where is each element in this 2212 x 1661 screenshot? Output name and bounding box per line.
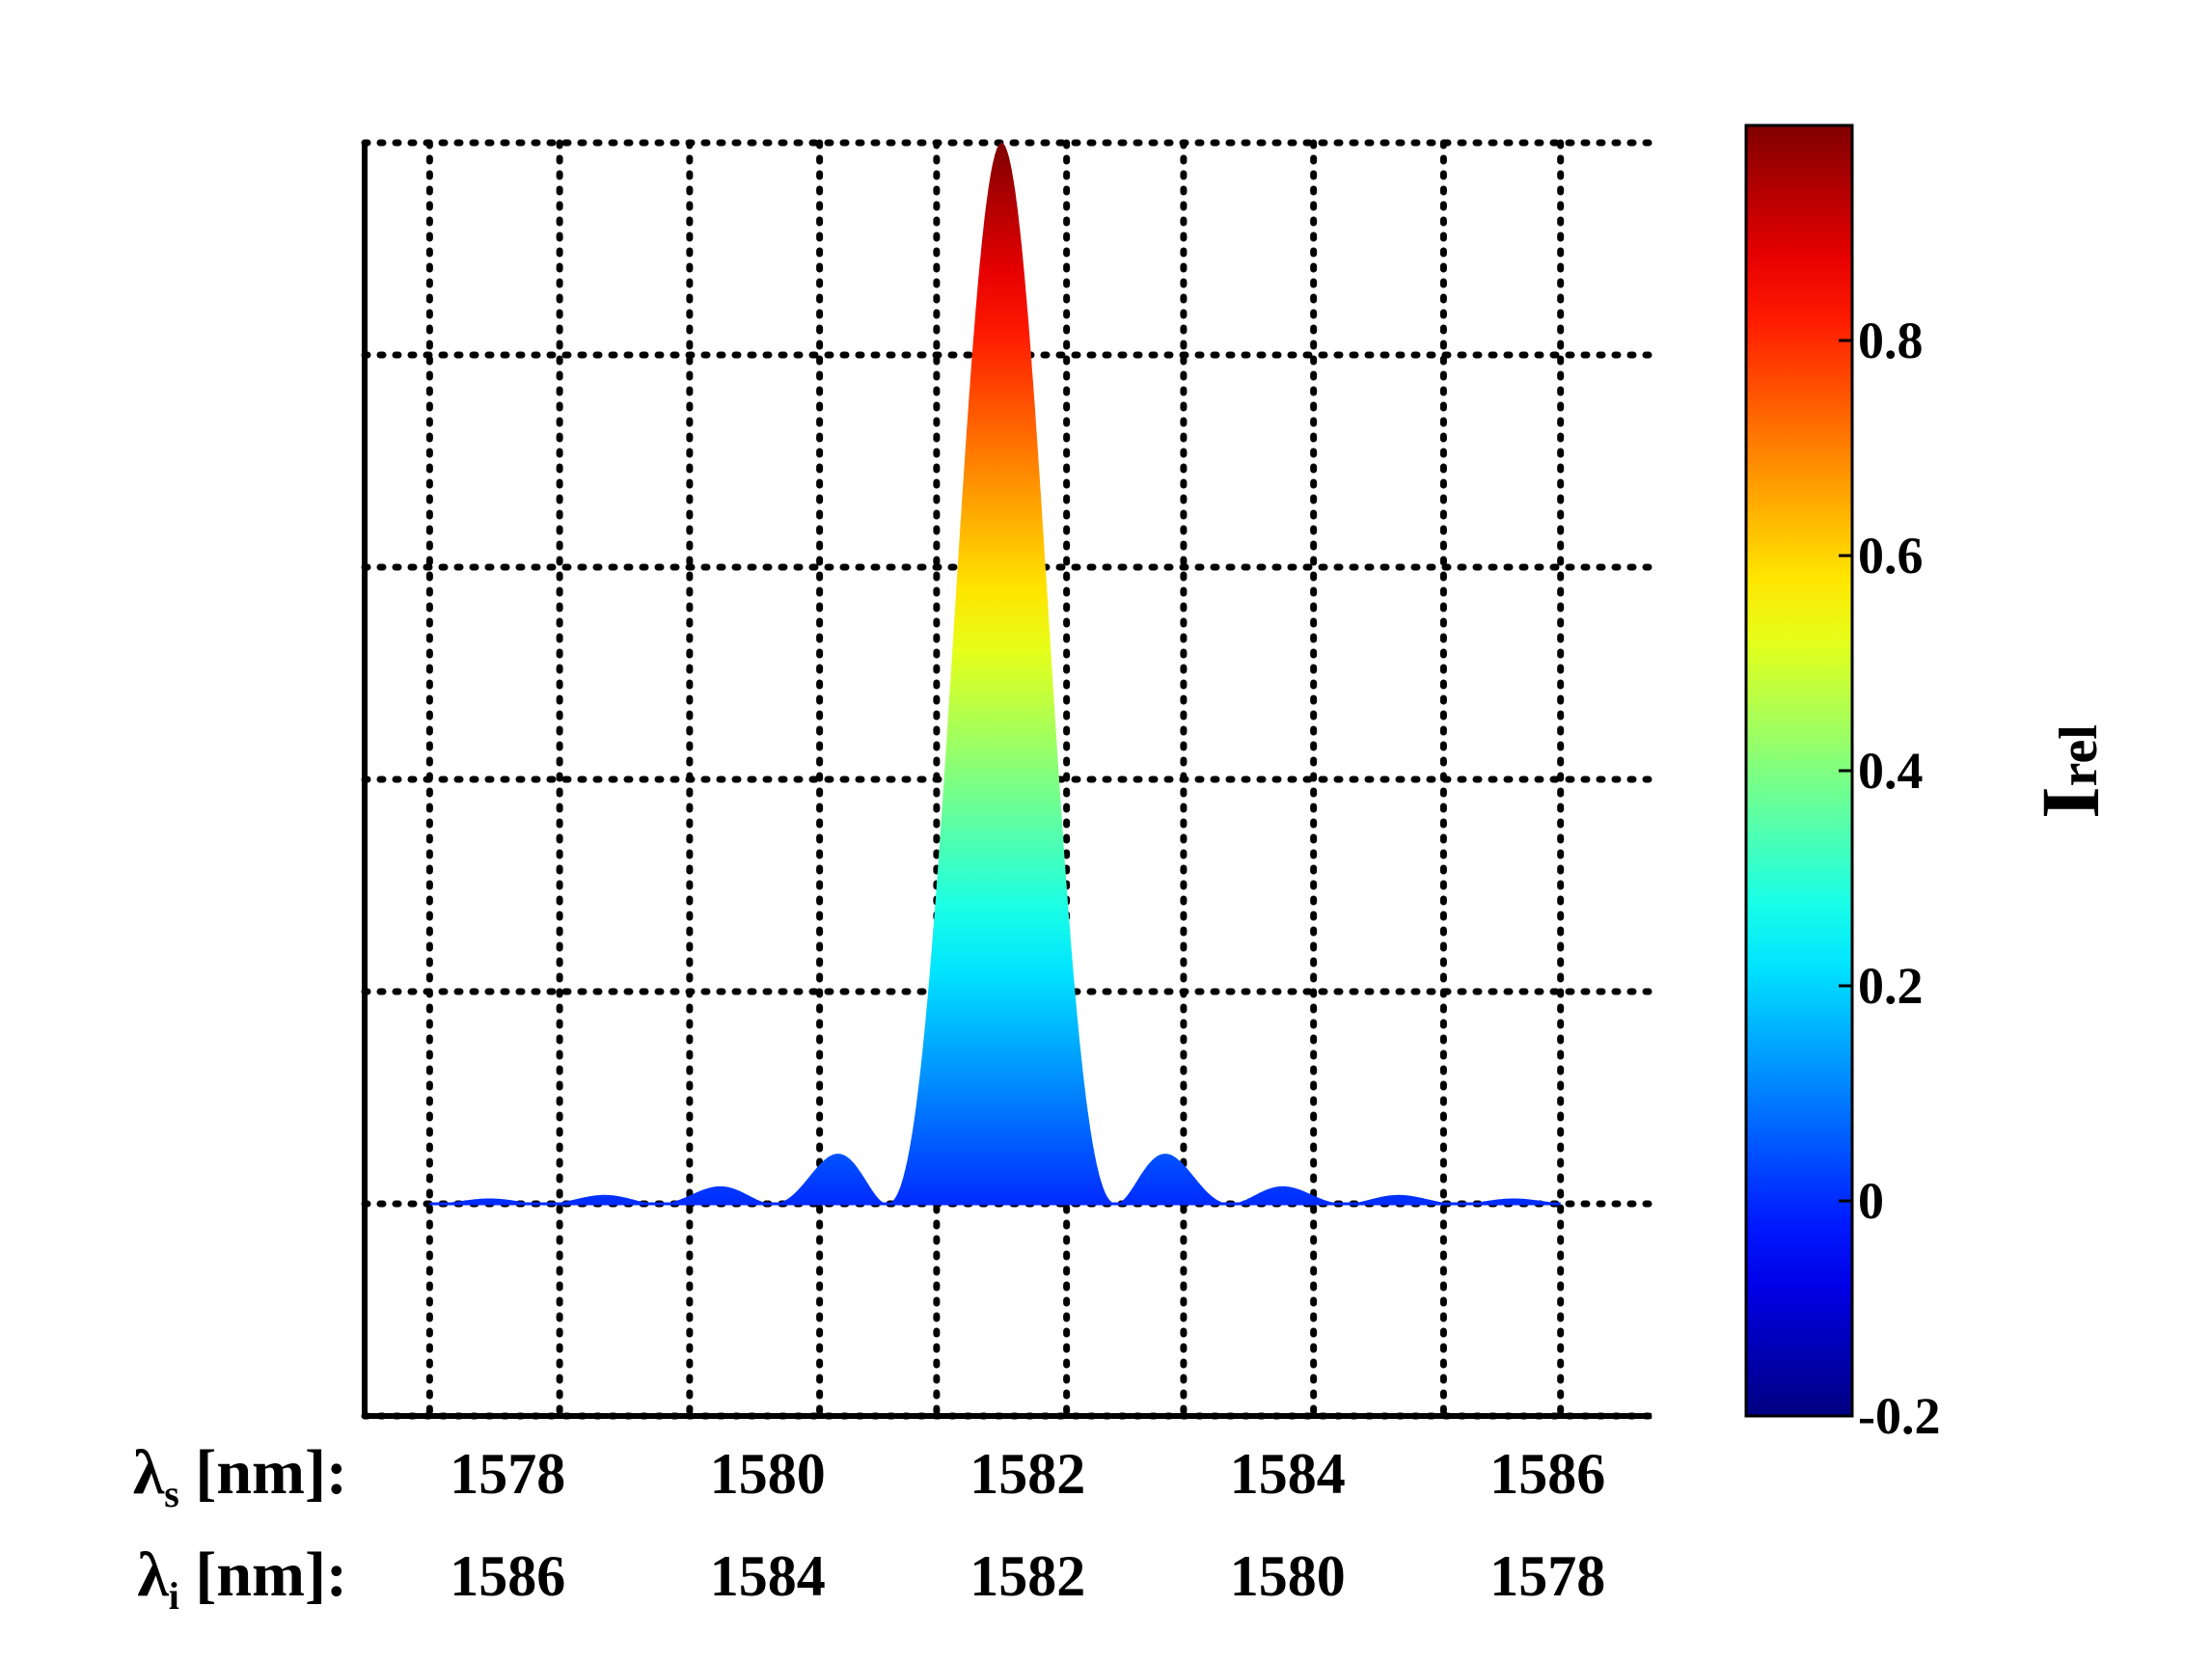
colorbar-tick-label: -0.2	[1858, 1387, 1940, 1445]
colorbar-tick-label: 0.2	[1858, 957, 1924, 1015]
colorbar-title: Irel	[2024, 724, 2116, 819]
colorbar: -0.2 0 0.2 0.4 0.6 0.8 Irel	[1744, 123, 2116, 1445]
x-axis-2-label: λi [nm]:	[137, 1539, 347, 1618]
grid	[361, 139, 1655, 1420]
series-layer	[429, 143, 1561, 1206]
x-tick-label: 1584	[1230, 1442, 1346, 1506]
x-tick-label: 1586	[450, 1544, 565, 1608]
colorbar-title-sub: rel	[2049, 724, 2109, 786]
x-tick-label: 1580	[710, 1442, 826, 1506]
plot-area	[361, 139, 1655, 1420]
colorbar-tick-label: 0	[1858, 1172, 1884, 1230]
axes	[362, 143, 1652, 1419]
x-axis-label-subscript: i	[169, 1574, 179, 1618]
colorbar-tick-label: 0.4	[1858, 742, 1924, 800]
colorbar-tick-label: 0.6	[1858, 527, 1924, 585]
series-area	[429, 143, 1561, 1204]
x-axis-label-suffix: [nm]:	[179, 1437, 347, 1508]
colorbar-title-main: I	[2024, 786, 2116, 818]
colorbar-gradient	[1744, 123, 1854, 1418]
colorbar-ticks: -0.2 0 0.2 0.4 0.6 0.8	[1839, 312, 1940, 1445]
x-tick-label: 1578	[1489, 1544, 1605, 1608]
x-axis-label-subscript: s	[164, 1472, 179, 1515]
colorbar-tick-label: 0.8	[1858, 312, 1924, 369]
x-axis-1-label: λs [nm]:	[133, 1437, 347, 1515]
x-tick-label: 1582	[969, 1544, 1085, 1608]
x-tick-label: 1586	[1489, 1442, 1605, 1506]
x-axis-label-suffix: [nm]:	[179, 1539, 347, 1610]
x-axis-label-symbol: λ	[137, 1539, 169, 1610]
x-tick-label: 1578	[450, 1442, 565, 1506]
x-axis-label-symbol: λ	[133, 1437, 165, 1508]
x-tick-label: 1580	[1230, 1544, 1346, 1608]
x-tick-label: 1582	[969, 1442, 1085, 1506]
x-tick-label: 1584	[710, 1544, 826, 1608]
